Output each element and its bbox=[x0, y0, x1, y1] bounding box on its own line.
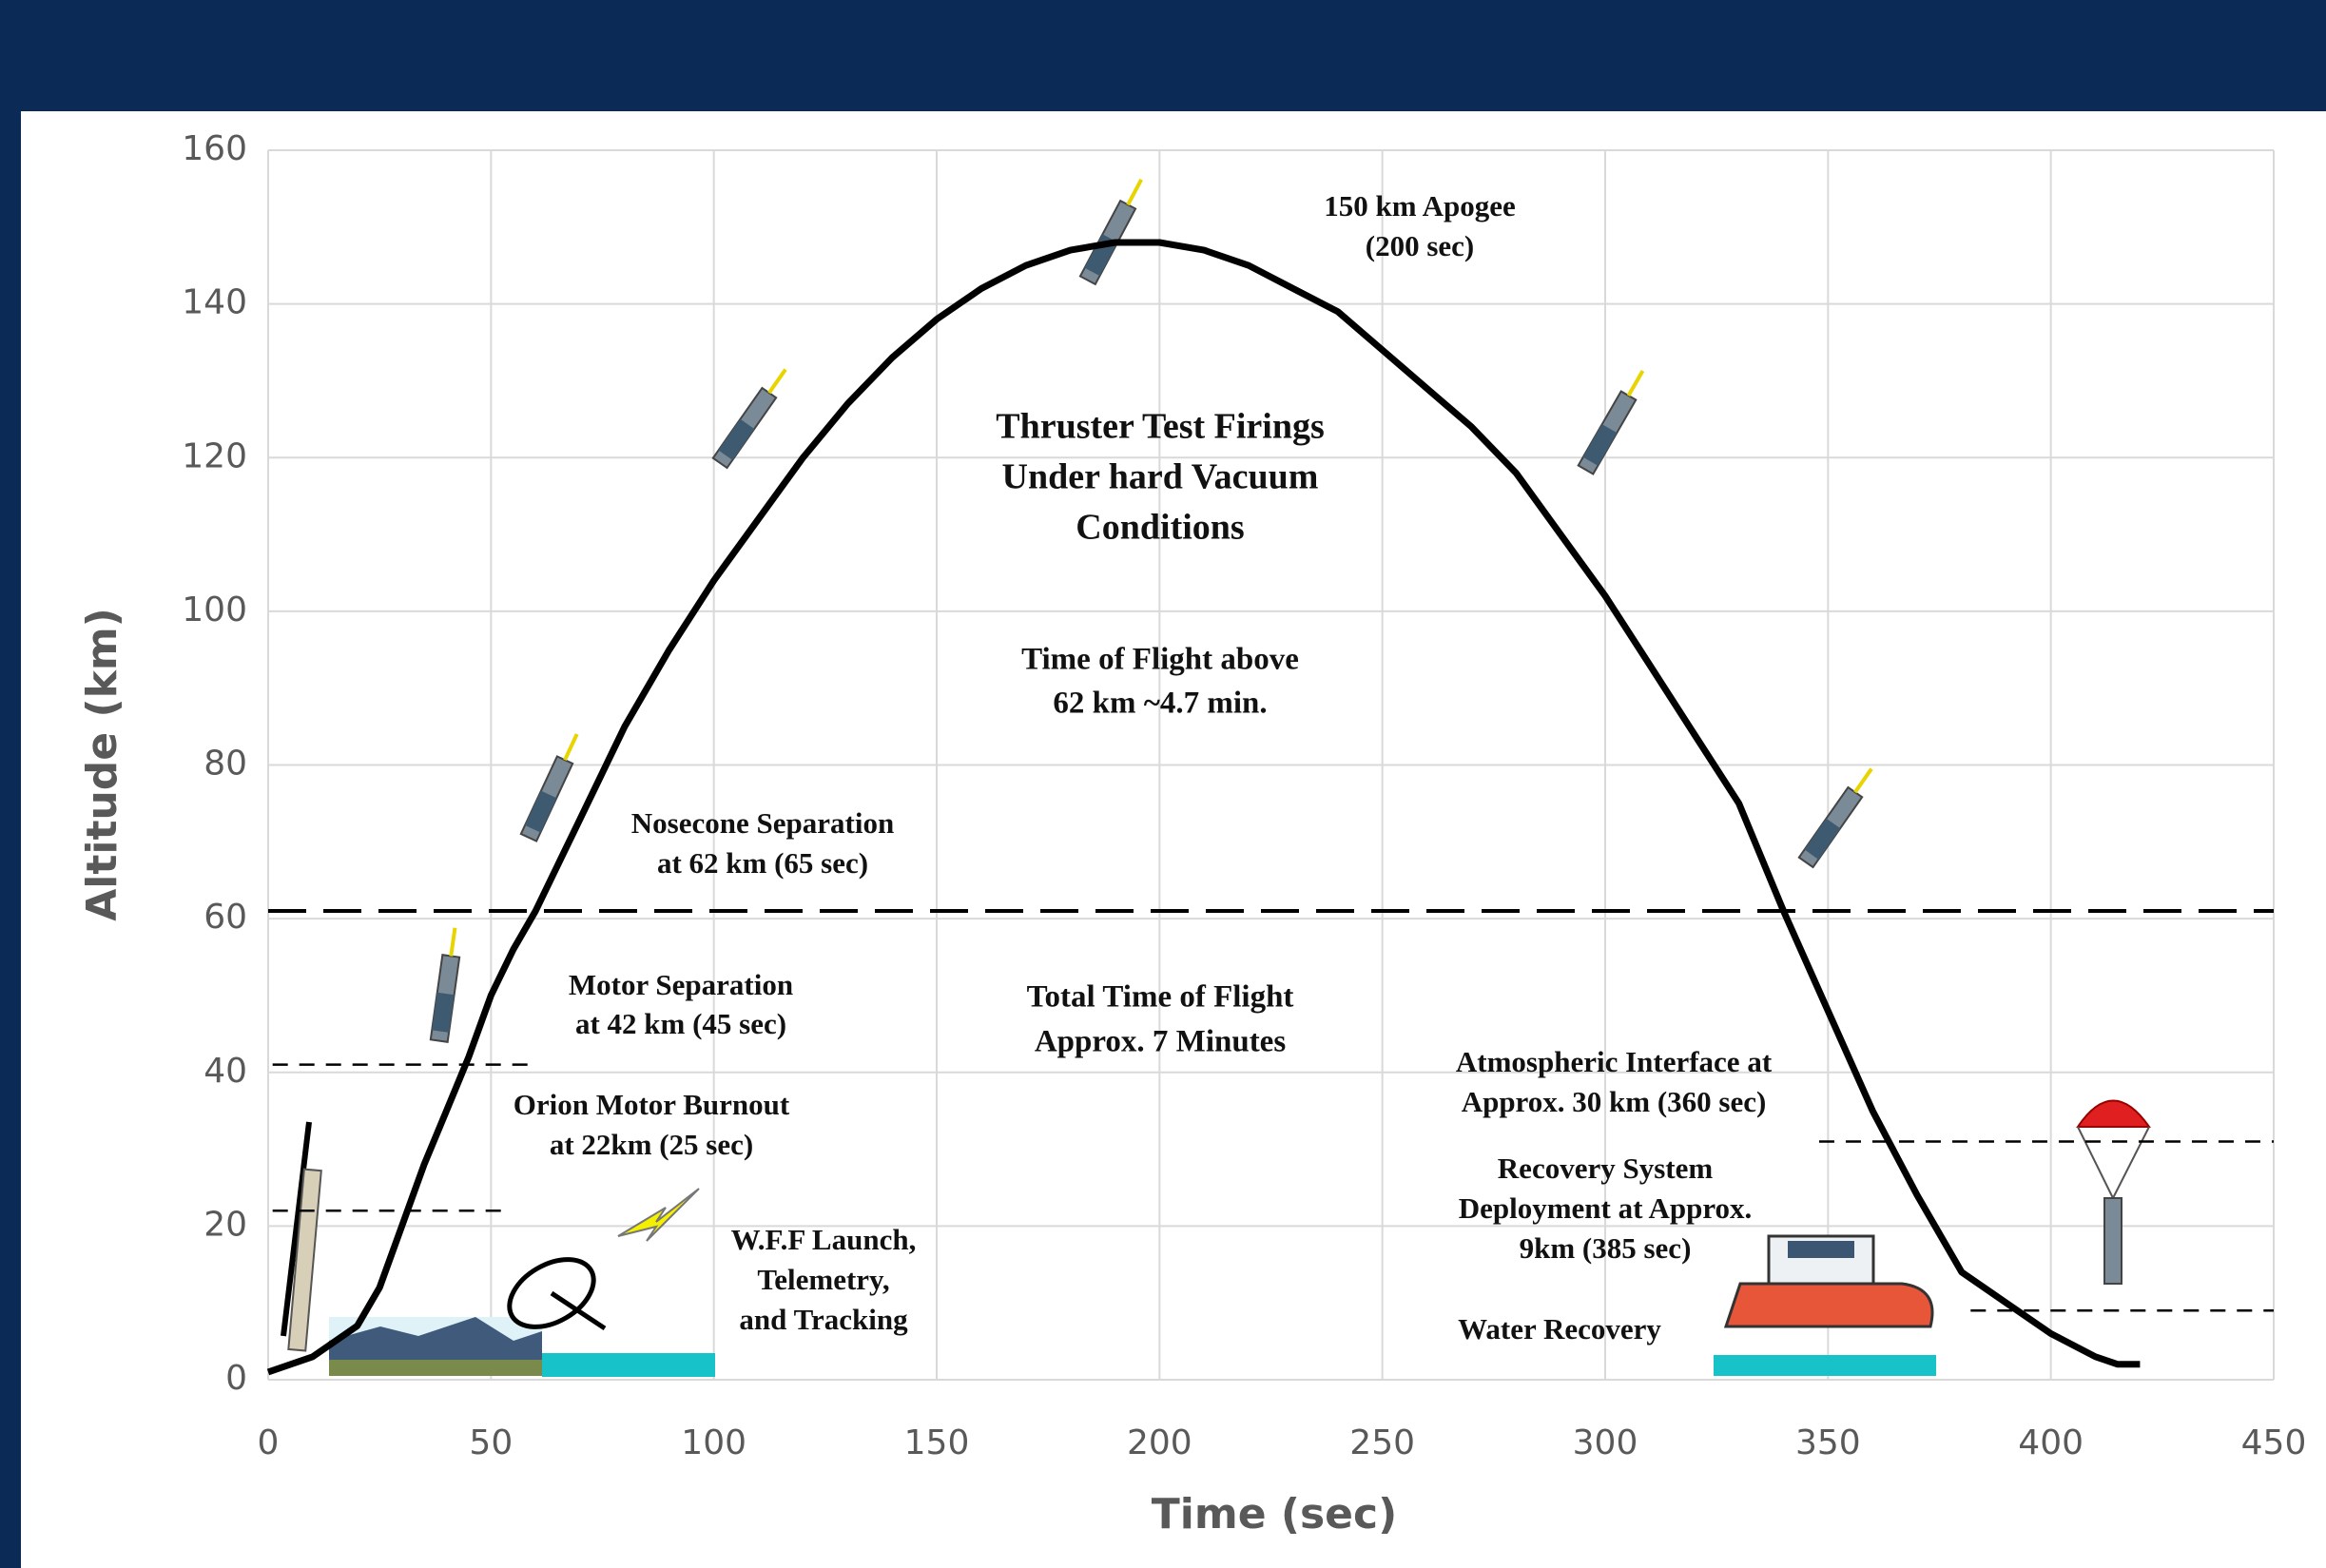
annotation: Time of Flight above bbox=[1021, 643, 1299, 677]
annotation: Telemetry, bbox=[757, 1263, 889, 1296]
annotation: Under hard Vacuum bbox=[1002, 457, 1319, 497]
annotation: 150 km Apogee bbox=[1324, 189, 1516, 223]
annotation: (200 sec) bbox=[1366, 229, 1474, 262]
annotation: W.F.F Launch, bbox=[731, 1223, 917, 1256]
annotation: Total Time of Flight bbox=[1027, 980, 1294, 1015]
y-tick-label: 80 bbox=[204, 745, 247, 784]
y-tick-label: 0 bbox=[225, 1359, 247, 1398]
x-tick-label: 200 bbox=[1127, 1423, 1192, 1462]
y-tick-label: 100 bbox=[182, 590, 247, 629]
x-tick-label: 150 bbox=[904, 1423, 970, 1462]
recovery-site-bar bbox=[1714, 1355, 1936, 1376]
y-tick-label: 160 bbox=[182, 129, 247, 168]
y-tick-label: 140 bbox=[182, 283, 247, 322]
annotation: 9km (385 sec) bbox=[1520, 1231, 1692, 1265]
annotation: Orion Motor Burnout bbox=[514, 1088, 790, 1121]
annotation: at 62 km (65 sec) bbox=[657, 846, 868, 880]
x-tick-label: 350 bbox=[1795, 1423, 1861, 1462]
annotation: Nosecone Separation bbox=[631, 806, 894, 840]
x-tick-label: 100 bbox=[681, 1423, 746, 1462]
page: {"chart_data": {"type": "line", "xlabel"… bbox=[0, 0, 2326, 1568]
y-tick-label: 40 bbox=[204, 1052, 247, 1091]
annotation: at 42 km (45 sec) bbox=[575, 1007, 786, 1040]
annotation: Approx. 30 km (360 sec) bbox=[1462, 1085, 1767, 1118]
launch-site-bar bbox=[542, 1353, 715, 1377]
annotation: Approx. 7 Minutes bbox=[1035, 1025, 1286, 1059]
annotation: Atmospheric Interface at bbox=[1456, 1045, 1773, 1078]
annotation: and Tracking bbox=[739, 1303, 908, 1336]
annotation: 62 km ~4.7 min. bbox=[1053, 687, 1267, 721]
x-tick-label: 400 bbox=[2018, 1423, 2084, 1462]
y-axis-title: Altitude (km) bbox=[78, 608, 126, 921]
annotation: Water Recovery bbox=[1458, 1312, 1661, 1345]
chart: Time (sec) Altitude (km) 0 20 40 60 80 100 120… bbox=[0, 0, 2326, 1568]
annotation: Motor Separation bbox=[569, 968, 793, 1001]
x-tick-label: 300 bbox=[1573, 1423, 1638, 1462]
x-tick-label: 50 bbox=[469, 1423, 513, 1462]
annotation: Recovery System bbox=[1498, 1152, 1714, 1185]
annotation: Thruster Test Firings bbox=[996, 407, 1325, 447]
x-axis-title: Time (sec) bbox=[1152, 1490, 1397, 1539]
annotation: at 22km (25 sec) bbox=[550, 1128, 753, 1161]
y-tick-label: 20 bbox=[204, 1205, 247, 1244]
annotation: Conditions bbox=[1076, 508, 1244, 548]
x-tick-label: 250 bbox=[1349, 1423, 1415, 1462]
x-tick-label: 0 bbox=[258, 1423, 280, 1462]
y-tick-label: 120 bbox=[182, 436, 247, 475]
y-tick-label: 60 bbox=[204, 898, 247, 937]
land bbox=[329, 1360, 542, 1376]
x-tick-label: 450 bbox=[2241, 1423, 2307, 1462]
annotation: Deployment at Approx. bbox=[1459, 1191, 1753, 1225]
